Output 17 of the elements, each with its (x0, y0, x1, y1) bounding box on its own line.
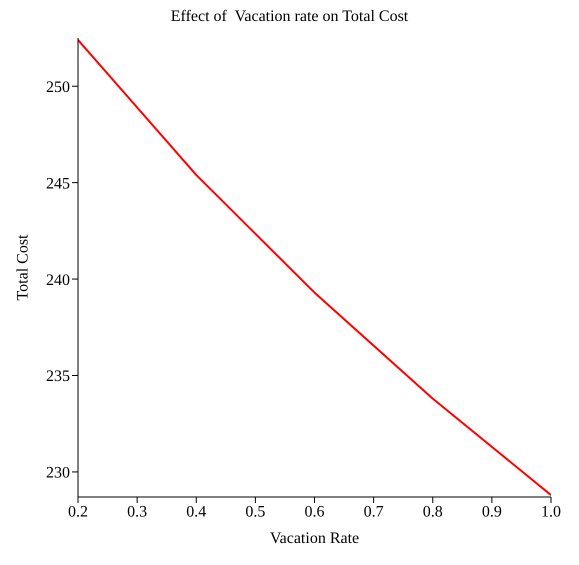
x-tick-label: 0.8 (422, 503, 443, 520)
x-tick-label: 0.9 (482, 503, 502, 520)
y-axis-title: Total Cost (14, 234, 32, 300)
x-axis-title: Vacation Rate (270, 530, 360, 547)
x-tick-label: 0.6 (304, 503, 324, 520)
y-tick-label: 240 (46, 272, 70, 289)
x-tick-label: 0.2 (68, 503, 88, 520)
x-tick-label: 0.3 (127, 503, 148, 520)
y-tick-label: 250 (46, 78, 70, 96)
x-tick-label: 1.0 (541, 503, 561, 520)
chart-title: Effect of Vacation rate on Total Cost (170, 8, 410, 27)
y-tick-label: 235 (46, 368, 70, 386)
y-tick-label: 245 (46, 175, 70, 192)
y-tick-label: 230 (46, 464, 70, 482)
x-tick-label: 0.5 (245, 503, 266, 520)
x-tick-label: 0.7 (364, 503, 384, 520)
x-tick-label: 0.4 (186, 503, 206, 520)
